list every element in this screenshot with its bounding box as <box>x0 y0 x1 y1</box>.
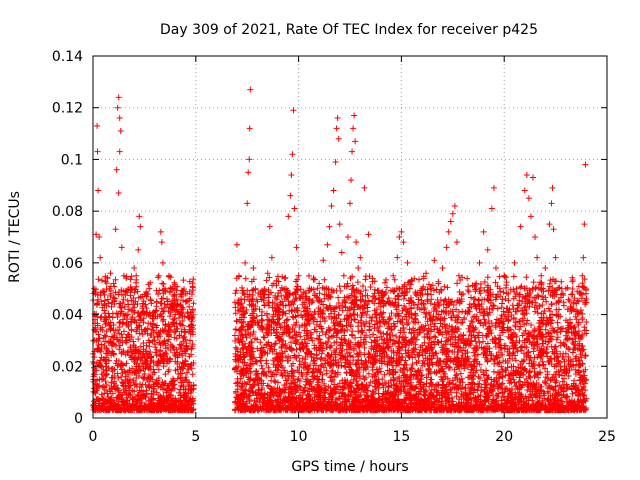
x-tick-label: 15 <box>392 429 410 445</box>
plot-frame <box>92 55 608 419</box>
grid-lines <box>93 56 607 418</box>
x-tick-label: 20 <box>495 429 513 445</box>
data-points <box>90 86 590 414</box>
y-tick-label: 0.12 <box>52 101 83 117</box>
y-tick-label: 0.04 <box>52 308 83 324</box>
y-tick-labels: 0 0.02 0.04 0.06 0.08 0.1 0.12 0.14 <box>52 49 83 427</box>
x-axis-label: GPS time / hours <box>291 459 408 475</box>
y-tick-label: 0.08 <box>52 204 83 220</box>
y-tick-label: 0.06 <box>52 256 83 272</box>
x-tick-label: 5 <box>191 429 200 445</box>
y-axis-label: ROTI / TECUs <box>7 191 23 283</box>
y-tick-label: 0.14 <box>52 49 83 65</box>
chart-title: Day 309 of 2021, Rate Of TEC Index for r… <box>160 22 538 38</box>
y-tick-label: 0.1 <box>61 152 83 168</box>
x-tick-label: 0 <box>89 429 98 445</box>
x-tick-label: 25 <box>598 429 616 445</box>
y-tick-label: 0.02 <box>52 359 83 375</box>
x-tick-labels: 0 5 10 15 20 25 <box>89 429 616 445</box>
y-tick-label: 0 <box>74 411 83 427</box>
roti-markers <box>90 86 590 414</box>
axis-ticks <box>92 55 608 419</box>
x-tick-label: 10 <box>290 429 308 445</box>
